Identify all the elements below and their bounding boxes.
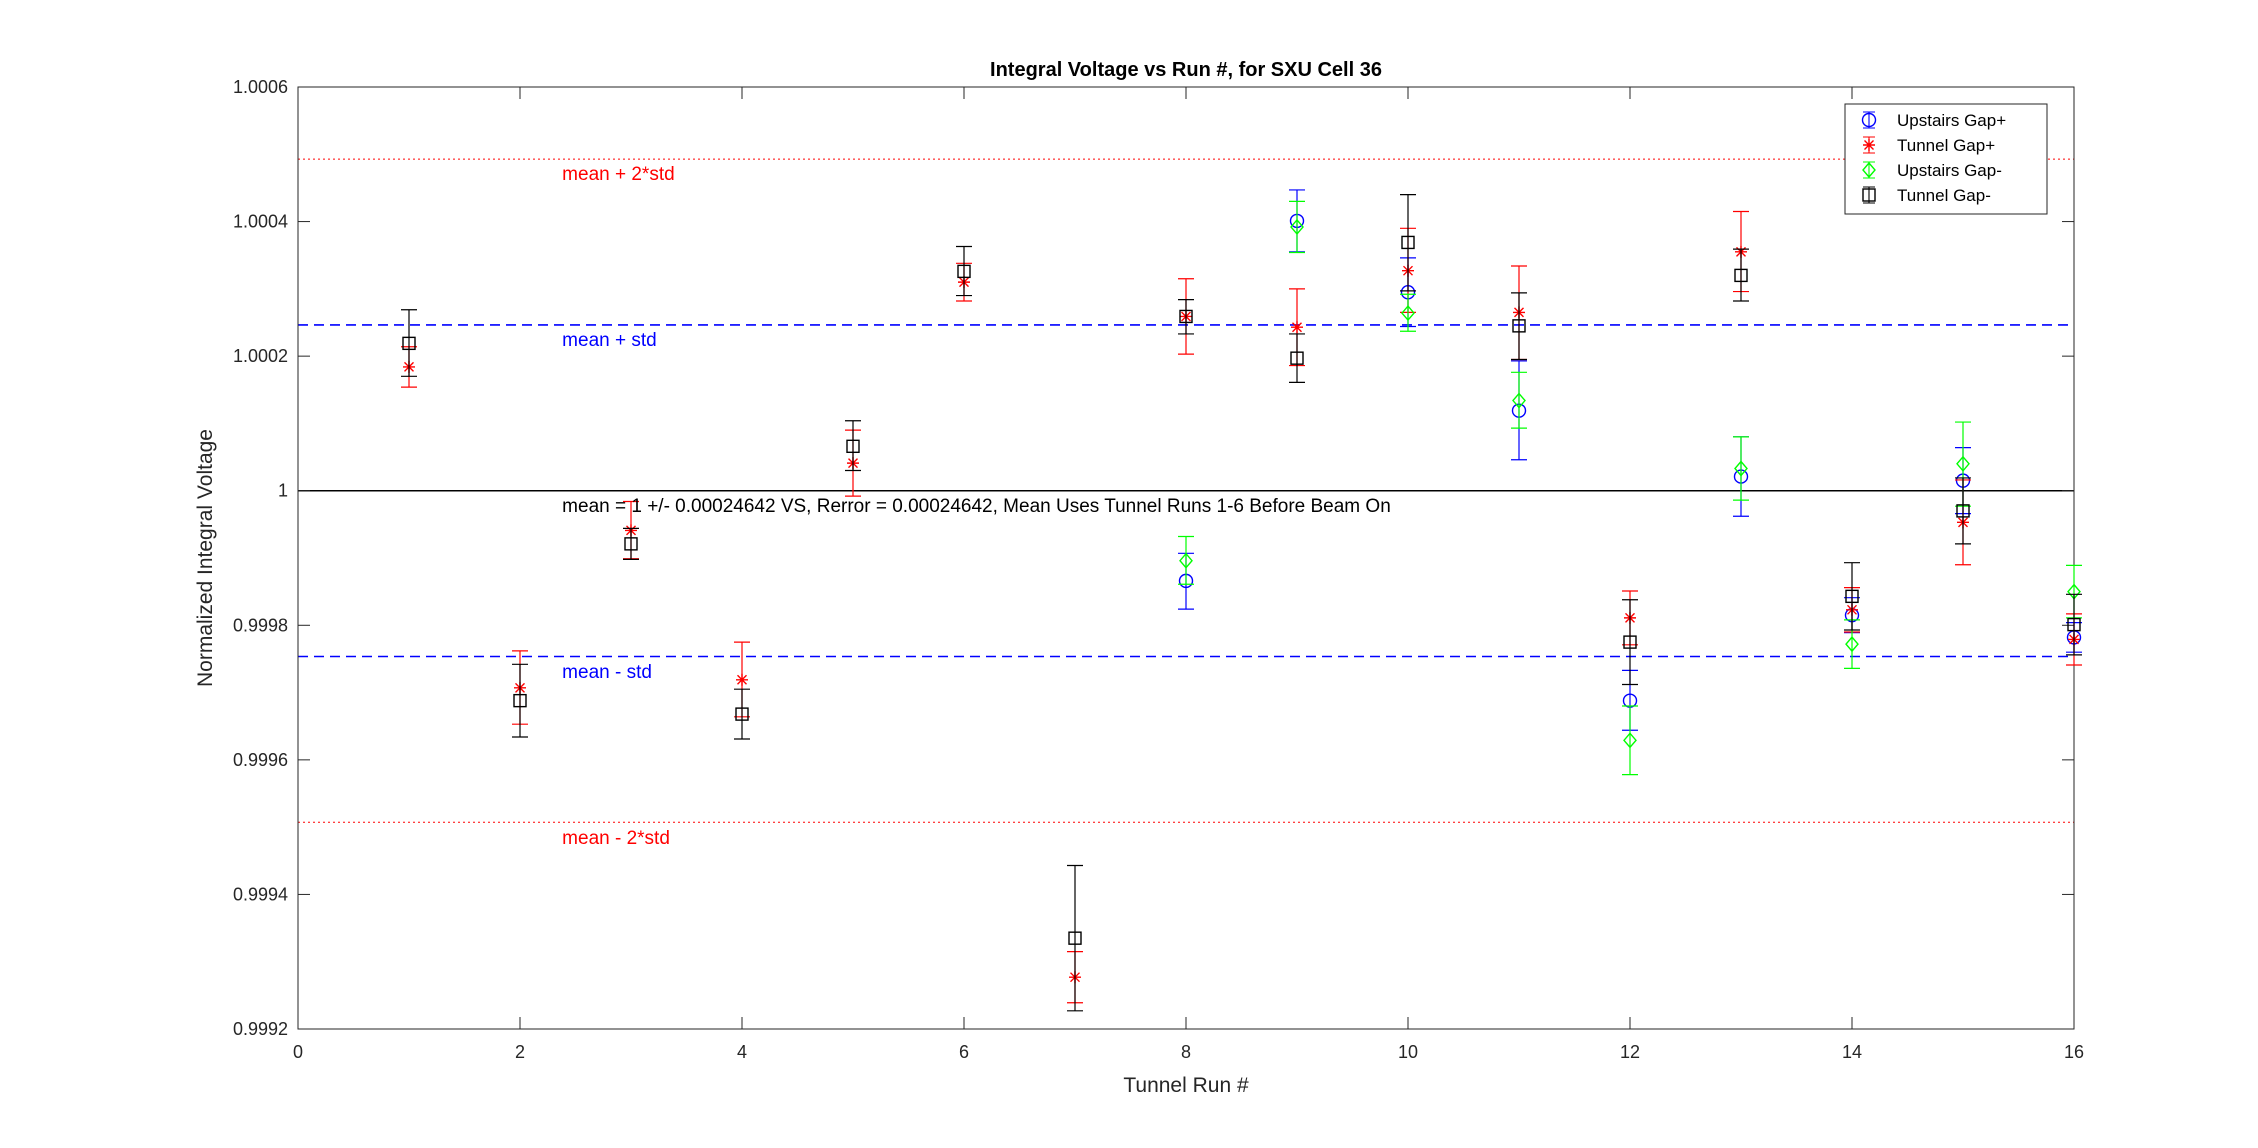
error-bar — [2066, 593, 2082, 656]
data-point — [1290, 218, 1304, 236]
error-bar — [1178, 299, 1194, 335]
data-point — [1512, 392, 1526, 409]
error-bar — [1289, 200, 1305, 254]
legend-entry: Tunnel Gap+ — [1863, 136, 1995, 155]
error-bar — [1622, 599, 1638, 686]
error-bar — [623, 527, 639, 560]
error-bar — [1400, 194, 1416, 292]
y-tick-label: 0.9992 — [233, 1019, 288, 1039]
error-bar — [1622, 705, 1638, 776]
reference-lines — [298, 158, 2074, 823]
data-point — [1623, 635, 1637, 649]
data-point — [1401, 235, 1415, 250]
data-point — [1179, 309, 1193, 324]
data-point — [513, 693, 527, 708]
legend-entry: Upstairs Gap- — [1862, 161, 2002, 180]
annotations: mean + 2*std mean + std mean = 1 +/- 0.000… — [562, 164, 1391, 849]
data-point — [1845, 589, 1859, 604]
x-tick-label: 10 — [1398, 1042, 1418, 1062]
annotation-label: mean = 1 +/- 0.00024642 VS, Rerror = 0.0… — [562, 496, 1391, 517]
x-tick-label: 12 — [1620, 1042, 1640, 1062]
y-tick-label: 0.9994 — [233, 884, 288, 904]
x-tick-label: 14 — [1842, 1042, 1862, 1062]
data-point — [1290, 351, 1304, 365]
legend-label: Tunnel Gap+ — [1897, 136, 1995, 155]
error-bar — [1511, 371, 1527, 429]
data-point — [1956, 455, 1970, 472]
y-tick-label: 1.0002 — [233, 346, 288, 366]
x-tick-label: 16 — [2064, 1042, 2084, 1062]
data-point — [1179, 552, 1193, 569]
series-3 — [1178, 200, 2082, 776]
x-axis-label: Tunnel Run # — [1123, 1074, 1249, 1097]
data-point — [1734, 460, 1748, 477]
legend-errorbar-swatch — [1863, 111, 1875, 129]
data-point — [1068, 931, 1082, 945]
data-point — [1734, 268, 1748, 283]
axes: 0 2 4 6 8 10 12 14 16 0.9992 0.9994 0.9996 0.9998 1 1.… — [233, 77, 2084, 1062]
error-bar — [1289, 333, 1305, 383]
data-point — [402, 336, 416, 351]
legend-box — [1844, 103, 2048, 215]
data-point — [2067, 617, 2081, 632]
data-point — [624, 537, 638, 551]
error-bar — [1733, 436, 1749, 501]
error-bar — [1955, 477, 1971, 545]
x-tick-label: 8 — [1181, 1042, 1191, 1062]
annotation-label: mean + std — [562, 330, 657, 351]
series-4 — [401, 194, 2082, 1012]
y-tick-label: 0.9996 — [233, 750, 288, 770]
data-point — [1401, 305, 1415, 322]
error-bar — [401, 309, 417, 377]
error-bar — [1844, 562, 1860, 631]
error-bar — [1067, 864, 1083, 1012]
legend: Upstairs Gap+ Tunnel Gap+ Upstairs Gap- Tun… — [1844, 103, 2048, 215]
error-bar — [1733, 248, 1749, 302]
y-tick-label: 0.9998 — [233, 615, 288, 635]
x-tick-label: 0 — [293, 1042, 303, 1062]
legend-entry: Upstairs Gap+ — [1861, 111, 2006, 130]
annotation-label: mean - 2*std — [562, 828, 670, 849]
x-tick-label: 6 — [959, 1042, 969, 1062]
data-point — [1956, 504, 1970, 518]
error-bar — [956, 245, 972, 297]
data-point — [1291, 321, 1303, 334]
y-tick-label: 1.0004 — [233, 212, 288, 232]
x-tick-label: 2 — [515, 1042, 525, 1062]
data-series — [401, 189, 2082, 1012]
data-point — [736, 673, 748, 686]
legend-marker — [1862, 161, 1876, 179]
y-axis-label: Normalized Integral Voltage — [194, 429, 217, 687]
data-point — [957, 264, 971, 279]
x-tick-label: 4 — [737, 1042, 747, 1062]
legend-marker — [1862, 188, 1876, 202]
error-bar — [512, 663, 528, 738]
data-point — [1623, 732, 1637, 749]
y-tick-label: 1 — [278, 481, 288, 501]
error-bar — [734, 688, 750, 740]
data-point — [846, 439, 860, 454]
error-bar — [845, 420, 861, 472]
data-point — [735, 707, 749, 721]
chart-title: Integral Voltage vs Run #, for SXU Cell … — [990, 59, 1382, 81]
annotation-label: mean - std — [562, 662, 652, 683]
legend-label: Tunnel Gap- — [1897, 186, 1991, 205]
legend-marker — [1861, 112, 1877, 128]
legend-label: Upstairs Gap+ — [1897, 111, 2006, 130]
data-point — [1512, 319, 1526, 333]
annotation-label: mean + 2*std — [562, 164, 675, 185]
legend-marker — [1863, 139, 1875, 151]
error-bar — [1178, 535, 1194, 585]
data-point — [1845, 636, 1859, 653]
error-bar — [1511, 292, 1527, 361]
y-tick-label: 1.0006 — [233, 77, 288, 97]
error-bar — [1400, 293, 1416, 332]
legend-label: Upstairs Gap- — [1897, 161, 2002, 180]
legend-entry: Tunnel Gap- — [1862, 186, 1991, 205]
